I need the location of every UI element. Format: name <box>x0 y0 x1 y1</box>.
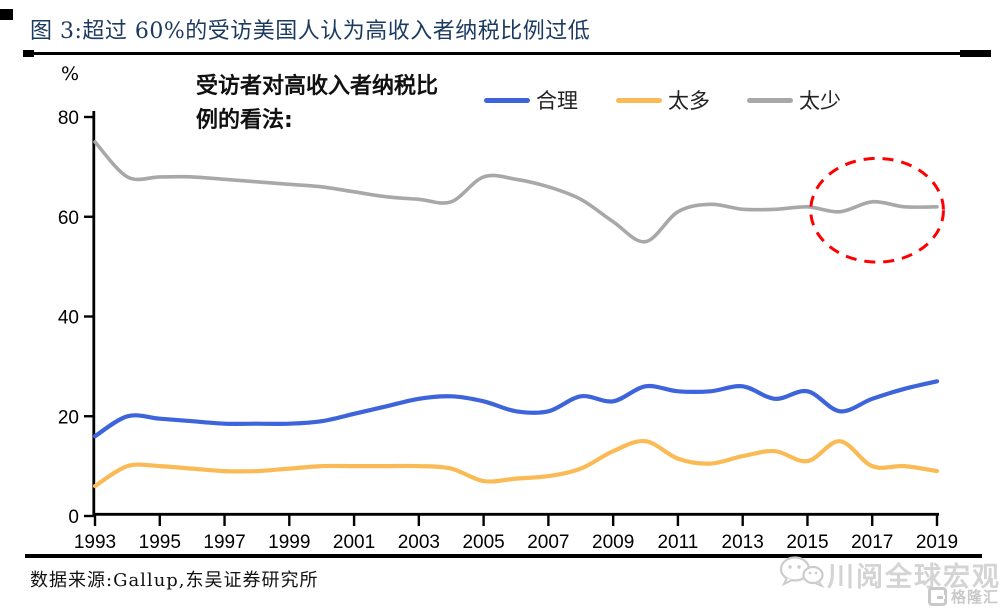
svg-text:2007: 2007 <box>527 532 569 553</box>
legend-swatch-gray <box>747 97 793 103</box>
svg-text:2019: 2019 <box>916 532 958 553</box>
svg-text:40: 40 <box>58 308 79 329</box>
legend-item-fair: 合理 <box>484 87 578 113</box>
wechat-bubbles-icon <box>779 556 825 588</box>
svg-text:60: 60 <box>58 208 79 229</box>
legend-swatch-orange <box>616 97 662 103</box>
title-underline <box>23 52 991 55</box>
y-axis-unit-label: % <box>61 63 80 85</box>
page-corner-mark <box>0 9 13 20</box>
legend-label-too-little: 太少 <box>799 89 841 113</box>
svg-text:2015: 2015 <box>786 532 828 553</box>
legend-label-fair: 合理 <box>536 89 578 113</box>
title-underline-left-cap <box>23 50 34 57</box>
title-underline-right-cap <box>960 50 991 57</box>
gelonghui-g-icon <box>928 587 947 606</box>
svg-text:2011: 2011 <box>657 532 698 553</box>
svg-text:0: 0 <box>68 507 79 528</box>
legend-swatch-blue <box>484 97 530 103</box>
bottom-border-line <box>25 554 982 558</box>
svg-text:1993: 1993 <box>74 532 116 553</box>
svg-text:2005: 2005 <box>462 532 504 553</box>
watermark-text: 川阅全球宏观 <box>827 562 1001 593</box>
svg-text:80: 80 <box>58 108 79 129</box>
svg-text:2003: 2003 <box>398 532 440 553</box>
svg-text:2001: 2001 <box>333 532 375 553</box>
svg-text:1997: 1997 <box>203 532 245 553</box>
svg-text:2009: 2009 <box>592 532 634 553</box>
gelonghui-logo: 格隆汇 <box>928 586 999 607</box>
legend-item-too-much: 太多 <box>616 87 710 113</box>
svg-text:2017: 2017 <box>851 532 893 553</box>
legend-item-too-little: 太少 <box>747 87 841 113</box>
svg-text:20: 20 <box>58 407 79 428</box>
data-source-note: 数据来源:Gallup,东吴证券研究所 <box>30 570 319 591</box>
svg-text:1999: 1999 <box>268 532 310 553</box>
legend-label-too-much: 太多 <box>668 89 710 113</box>
gelonghui-logo-text: 格隆汇 <box>951 588 1000 606</box>
svg-text:2013: 2013 <box>722 532 764 553</box>
figure-title: 图 3:超过 60%的受访美国人认为高收入者纳税比例过低 <box>30 19 591 44</box>
annotation-line-2: 例的看法: <box>196 108 293 133</box>
svg-text:1995: 1995 <box>139 532 181 553</box>
chart-annotation-text: 受访者对高收入者纳税比 例的看法: <box>196 70 438 138</box>
annotation-line-1: 受访者对高收入者纳税比 <box>196 74 439 99</box>
